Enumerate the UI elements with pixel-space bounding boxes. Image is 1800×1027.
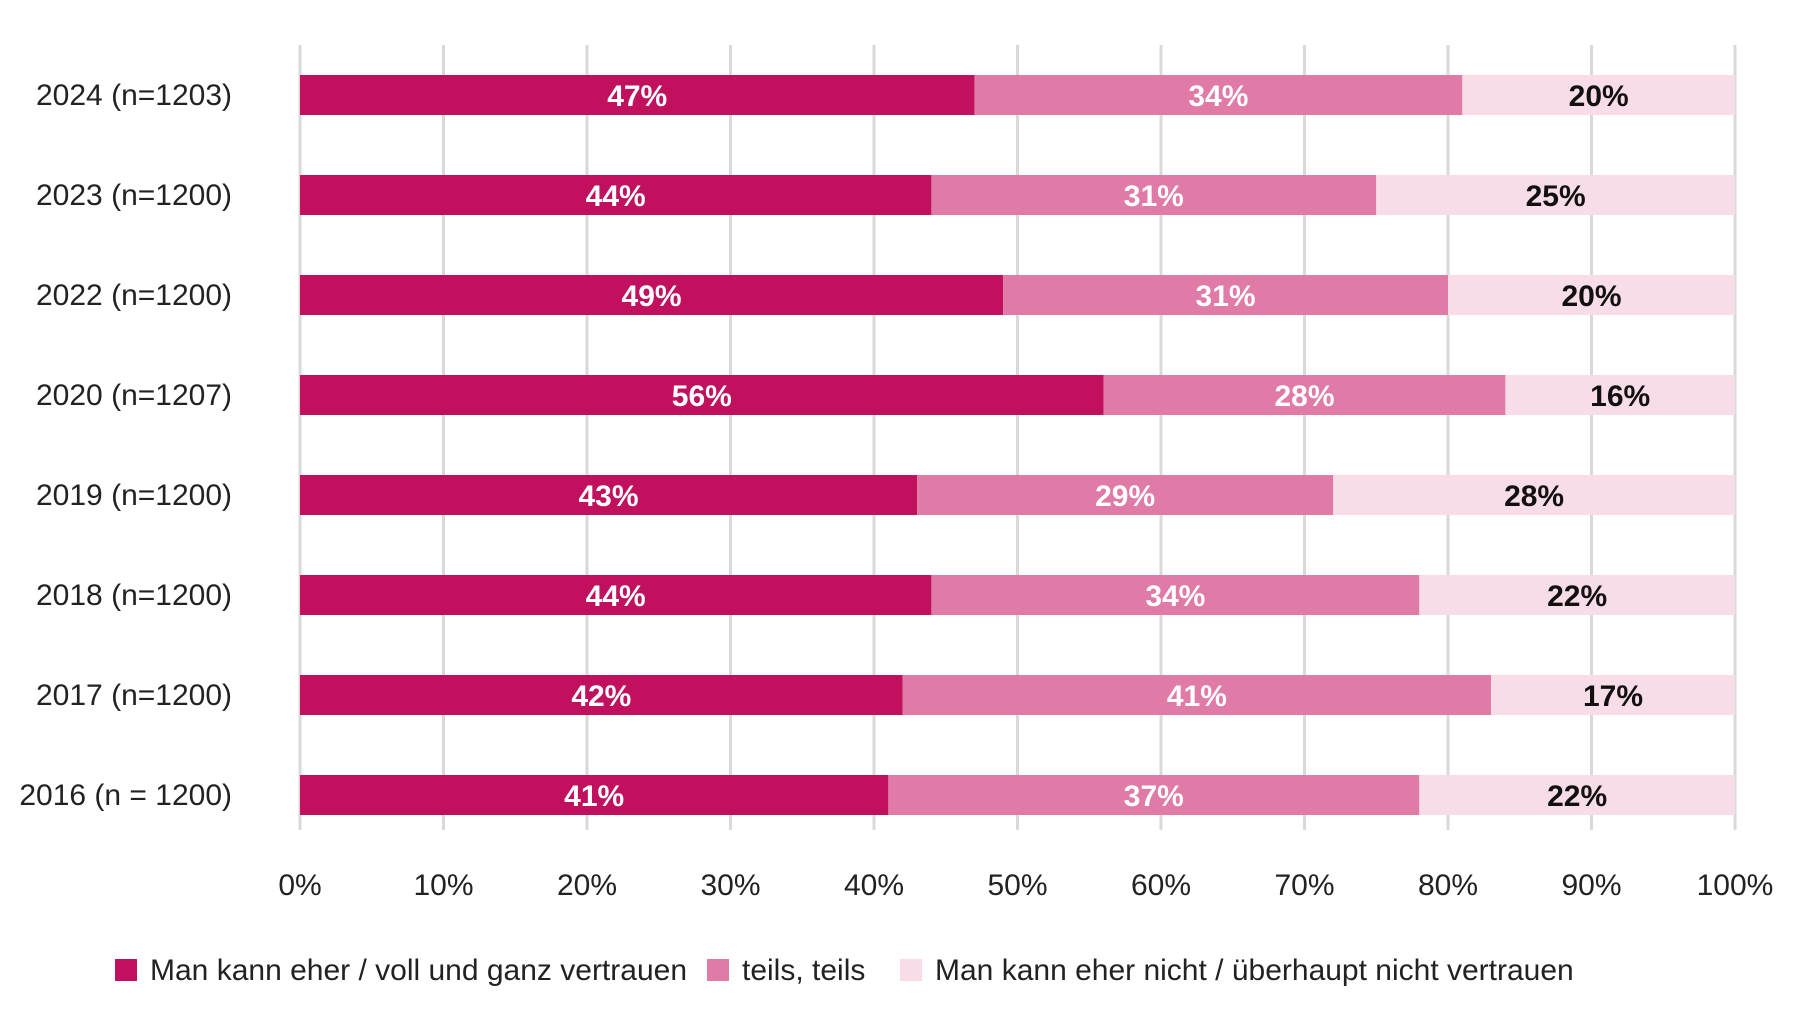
bars: 47% 34% 20% 44% 31% 25% 49% 31% 20% 56% 28% 16% 43% 2…	[300, 75, 1735, 815]
data-label: 28%	[1274, 380, 1334, 413]
data-label: 56%	[672, 380, 732, 413]
data-label: 47%	[607, 80, 667, 113]
bar-segment	[1376, 175, 1735, 215]
data-label: 16%	[1590, 380, 1650, 413]
x-tick-label: 10%	[413, 869, 473, 902]
data-label: 42%	[571, 680, 631, 713]
bar-segment	[1003, 275, 1448, 315]
category-label: 2022 (n=1200)	[36, 279, 232, 312]
bar-segment	[917, 475, 1334, 515]
bar-segment	[1419, 575, 1735, 615]
x-tick-label: 100%	[1697, 869, 1774, 902]
legend-swatch	[115, 959, 137, 981]
bar-segment	[931, 175, 1377, 215]
bar-segment	[300, 475, 918, 515]
category-labels: 2024 (n=1203) 2023 (n=1200) 2022 (n=1200) 2…	[19, 79, 232, 812]
x-tick-label: 60%	[1131, 869, 1191, 902]
legend: Man kann eher / voll und ganz vertrauen t…	[115, 954, 1574, 987]
bar-segment	[1103, 375, 1506, 415]
data-label: 17%	[1583, 680, 1643, 713]
category-label: 2020 (n=1207)	[36, 379, 232, 412]
x-tick-label: 0%	[278, 869, 321, 902]
data-label: 31%	[1124, 180, 1184, 213]
legend-label: teils, teils	[742, 954, 865, 987]
x-tick-label: 70%	[1274, 869, 1334, 902]
bar-segment	[1419, 775, 1735, 815]
data-label: 25%	[1526, 180, 1586, 213]
bar-segment	[1491, 675, 1735, 715]
x-tick-label: 20%	[557, 869, 617, 902]
data-label: 29%	[1095, 480, 1155, 513]
category-label: 2019 (n=1200)	[36, 479, 232, 512]
legend-label: Man kann eher nicht / überhaupt nicht ve…	[935, 954, 1574, 987]
bar-segment	[300, 375, 1104, 415]
data-label: 44%	[586, 180, 646, 213]
data-label: 20%	[1569, 80, 1629, 113]
x-tick-label: 90%	[1561, 869, 1621, 902]
legend-swatch	[900, 959, 922, 981]
x-tick-label: 80%	[1418, 869, 1478, 902]
data-label: 20%	[1561, 280, 1621, 313]
x-axis-ticks: 0% 10% 20% 30% 40% 50% 60% 70% 80% 90% 100%	[278, 869, 1773, 902]
bar-segment	[300, 575, 932, 615]
x-tick-label: 30%	[700, 869, 760, 902]
data-label: 43%	[579, 480, 639, 513]
bar-segment	[300, 75, 975, 115]
bar-segment	[300, 275, 1004, 315]
bar-segment	[888, 775, 1420, 815]
bar-segment	[1333, 475, 1735, 515]
legend-swatch	[707, 959, 729, 981]
bar-segment	[300, 775, 889, 815]
bar-segment	[300, 675, 903, 715]
data-label: 37%	[1124, 780, 1184, 813]
data-label: 22%	[1547, 580, 1607, 613]
category-label: 2018 (n=1200)	[36, 579, 232, 612]
bar-segment	[1462, 75, 1735, 115]
bar-segment	[931, 575, 1420, 615]
data-label: 49%	[622, 280, 682, 313]
data-label: 28%	[1504, 480, 1564, 513]
data-label: 22%	[1547, 780, 1607, 813]
data-label: 34%	[1145, 580, 1205, 613]
bar-segment	[902, 675, 1492, 715]
legend-label: Man kann eher / voll und ganz vertrauen	[150, 954, 687, 987]
data-label: 31%	[1196, 280, 1256, 313]
data-label: 34%	[1188, 80, 1248, 113]
category-label: 2017 (n=1200)	[36, 679, 232, 712]
category-label: 2024 (n=1203)	[36, 79, 232, 112]
data-label: 44%	[586, 580, 646, 613]
data-label: 41%	[1167, 680, 1227, 713]
bar-segment	[1448, 275, 1735, 315]
bar-segment	[974, 75, 1463, 115]
data-label: 41%	[564, 780, 624, 813]
bar-segment	[1505, 375, 1735, 415]
bar-segment	[300, 175, 932, 215]
x-tick-label: 40%	[844, 869, 904, 902]
category-label: 2016 (n = 1200)	[19, 779, 232, 812]
x-tick-label: 50%	[987, 869, 1047, 902]
category-label: 2023 (n=1200)	[36, 179, 232, 212]
